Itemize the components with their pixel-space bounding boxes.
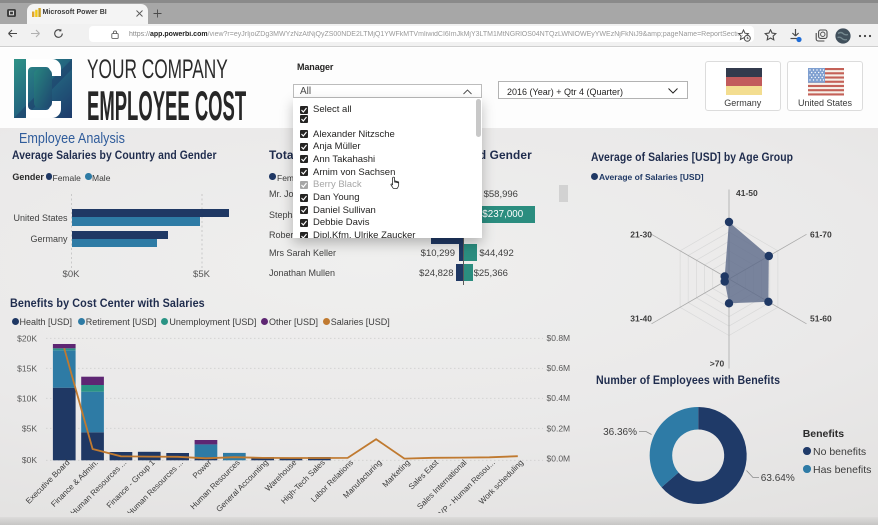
- svg-text:>70: >70: [710, 358, 725, 368]
- svg-text:$0.2M: $0.2M: [547, 424, 571, 434]
- svg-text:Human Resources: Human Resources: [189, 458, 242, 511]
- svg-text:$20K: $20K: [17, 333, 37, 343]
- svg-text:$5K: $5K: [22, 423, 37, 433]
- svg-text:21-30: 21-30: [630, 230, 652, 240]
- svg-text:$0.4M: $0.4M: [547, 393, 571, 403]
- svg-text:$0.0M: $0.0M: [547, 454, 571, 464]
- svg-text:$10K: $10K: [17, 393, 37, 403]
- svg-text:31-40: 31-40: [630, 314, 652, 324]
- svg-text:General Accounting: General Accounting: [214, 458, 270, 513]
- svg-text:$15K: $15K: [17, 363, 37, 373]
- svg-text:41-50: 41-50: [736, 188, 758, 198]
- svg-text:$0.6M: $0.6M: [547, 363, 571, 373]
- svg-text:Finance - Group 1: Finance - Group 1: [105, 458, 157, 510]
- svg-text:Power: Power: [191, 458, 214, 481]
- svg-text:$0K: $0K: [22, 455, 37, 465]
- svg-text:61-70: 61-70: [810, 230, 832, 240]
- svg-text:Sales International: Sales International: [415, 458, 468, 511]
- svg-text:$0.8M: $0.8M: [547, 333, 571, 343]
- svg-text:51-60: 51-60: [810, 314, 832, 324]
